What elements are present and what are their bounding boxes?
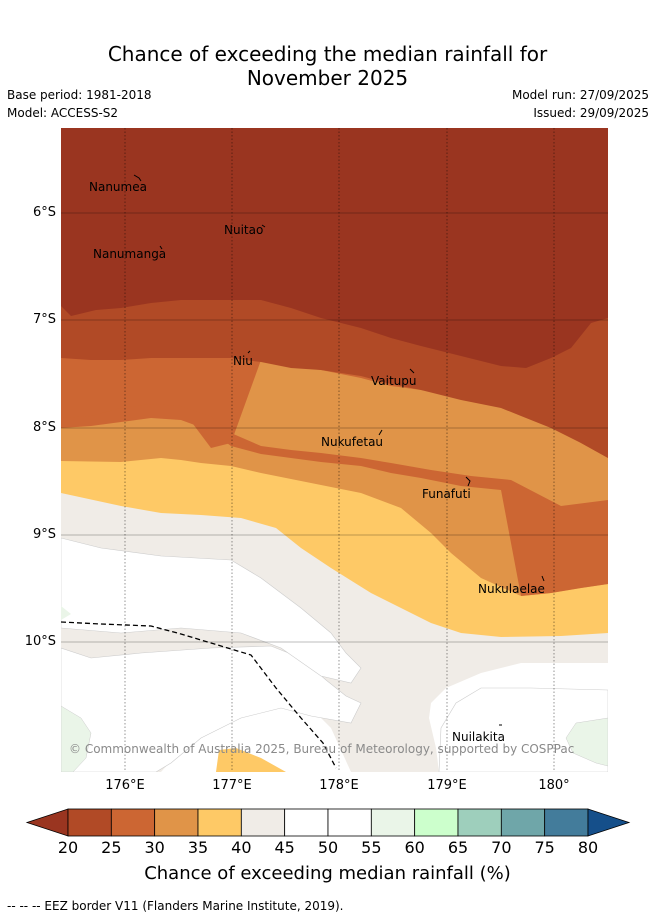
- colorbar-swatch: [370, 808, 416, 837]
- model-run: Model run: 27/09/2025: [511, 88, 649, 102]
- island-vaitupu: [409, 368, 415, 374]
- colorbar-swatch: [327, 808, 372, 837]
- map-title-line-1: Chance of exceeding the median rainfall …: [107, 42, 548, 66]
- lon-label-180: 180°: [538, 778, 570, 793]
- band-25-30-fix: [61, 404, 608, 596]
- lat-label-9s: 9°S: [32, 527, 56, 542]
- colorbar-swatch: [414, 808, 459, 837]
- place-nanumea: Nanumea: [89, 180, 147, 194]
- place-niu: Niu: [233, 354, 253, 368]
- colorbar-tick-label: 80: [577, 838, 599, 857]
- colorbar-tick-label: 30: [144, 838, 165, 857]
- base-period: Base period: 1981-2018: [7, 88, 152, 102]
- colorbar-swatch: [197, 808, 242, 837]
- lon-gridlines: [124, 128, 555, 772]
- colorbar-tick-label: 40: [231, 838, 252, 857]
- colorbar-tick-label: 35: [187, 838, 209, 857]
- colorbar-title: Chance of exceeding median rainfall (%): [144, 863, 511, 884]
- colorbar-tick-label: 70: [491, 838, 512, 857]
- copyright-notice: © Commonwealth of Australia 2025, Bureau…: [69, 742, 575, 756]
- colorbar-swatch: [154, 808, 199, 837]
- lon-label-177e: 177°E: [212, 778, 252, 793]
- colorbar: [25, 808, 631, 837]
- colorbar-tick-label: 45: [274, 838, 295, 857]
- island-nukufetau: [378, 429, 383, 436]
- lat-label-8s: 8°S: [32, 420, 56, 435]
- island-marks: [133, 174, 545, 726]
- band-35-40-south: [216, 748, 286, 772]
- colorbar-swatch: [457, 808, 502, 837]
- colorbar-tick-label: 50: [317, 838, 339, 857]
- colorbar-swatch: [284, 808, 329, 837]
- lon-label-176e: 176°E: [105, 778, 145, 793]
- colorbar-tick-label: 20: [57, 838, 79, 857]
- lat-label-6s: 6°S: [32, 205, 56, 220]
- issued-date: Issued: 29/09/2025: [533, 106, 649, 120]
- band-55-60-edge: [61, 606, 71, 620]
- band-white-west: [61, 645, 362, 772]
- colorbar-swatch: [240, 808, 286, 837]
- island-niu: [247, 350, 251, 354]
- map-title-line-2: November 2025: [246, 66, 409, 90]
- colorbar-swatch: [500, 808, 546, 837]
- lon-label-179e: 179°E: [427, 778, 467, 793]
- colorbar-swatch: [544, 808, 589, 837]
- colorbar-tick-label: 65: [447, 838, 469, 857]
- place-nuilakita: Nuilakita: [452, 730, 505, 744]
- island-nuitao: [261, 224, 266, 228]
- colorbar-tick-label: 25: [101, 838, 122, 857]
- place-nukulaelae: Nukulaelae: [478, 582, 545, 596]
- island-nukulaelae: [541, 575, 545, 582]
- model-name: Model: ACCESS-S2: [7, 106, 119, 120]
- rainfall-map: [61, 128, 608, 772]
- place-vaitupu: Vaitupu: [371, 374, 417, 388]
- island-nanumanga: [159, 245, 163, 250]
- eez-footnote: -- -- -- EEZ border V11 (Flanders Marine…: [7, 899, 344, 913]
- band-55-60-east: [565, 717, 608, 767]
- band-under-20: [61, 128, 608, 368]
- place-nuitao: Nuitao: [224, 223, 264, 237]
- colorbar-under-arrow: [25, 808, 69, 837]
- colorbar-swatch: [110, 808, 156, 837]
- band-white-west-top: [61, 537, 362, 684]
- band-55-60-west: [61, 705, 92, 772]
- band-white-east: [438, 687, 608, 772]
- island-nanumea: [133, 174, 142, 182]
- island-funafuti: [465, 476, 471, 487]
- lat-label-10s: 10°S: [24, 634, 56, 649]
- place-nanumanga: Nanumanga: [93, 247, 167, 261]
- place-nukufetau: Nukufetau: [321, 435, 384, 449]
- colorbar-swatch: [67, 808, 112, 837]
- colorbar-tick-label: 55: [361, 838, 382, 857]
- place-funafuti: Funafuti: [422, 487, 471, 501]
- colorbar-over-arrow: [587, 808, 631, 837]
- lat-label-7s: 7°S: [32, 312, 56, 327]
- lon-label-178e: 178°E: [319, 778, 359, 793]
- colorbar-tick-label: 60: [404, 838, 425, 857]
- eez-border: [61, 621, 337, 769]
- lat-gridlines: [61, 212, 608, 643]
- colorbar-tick-label: 75: [534, 838, 555, 857]
